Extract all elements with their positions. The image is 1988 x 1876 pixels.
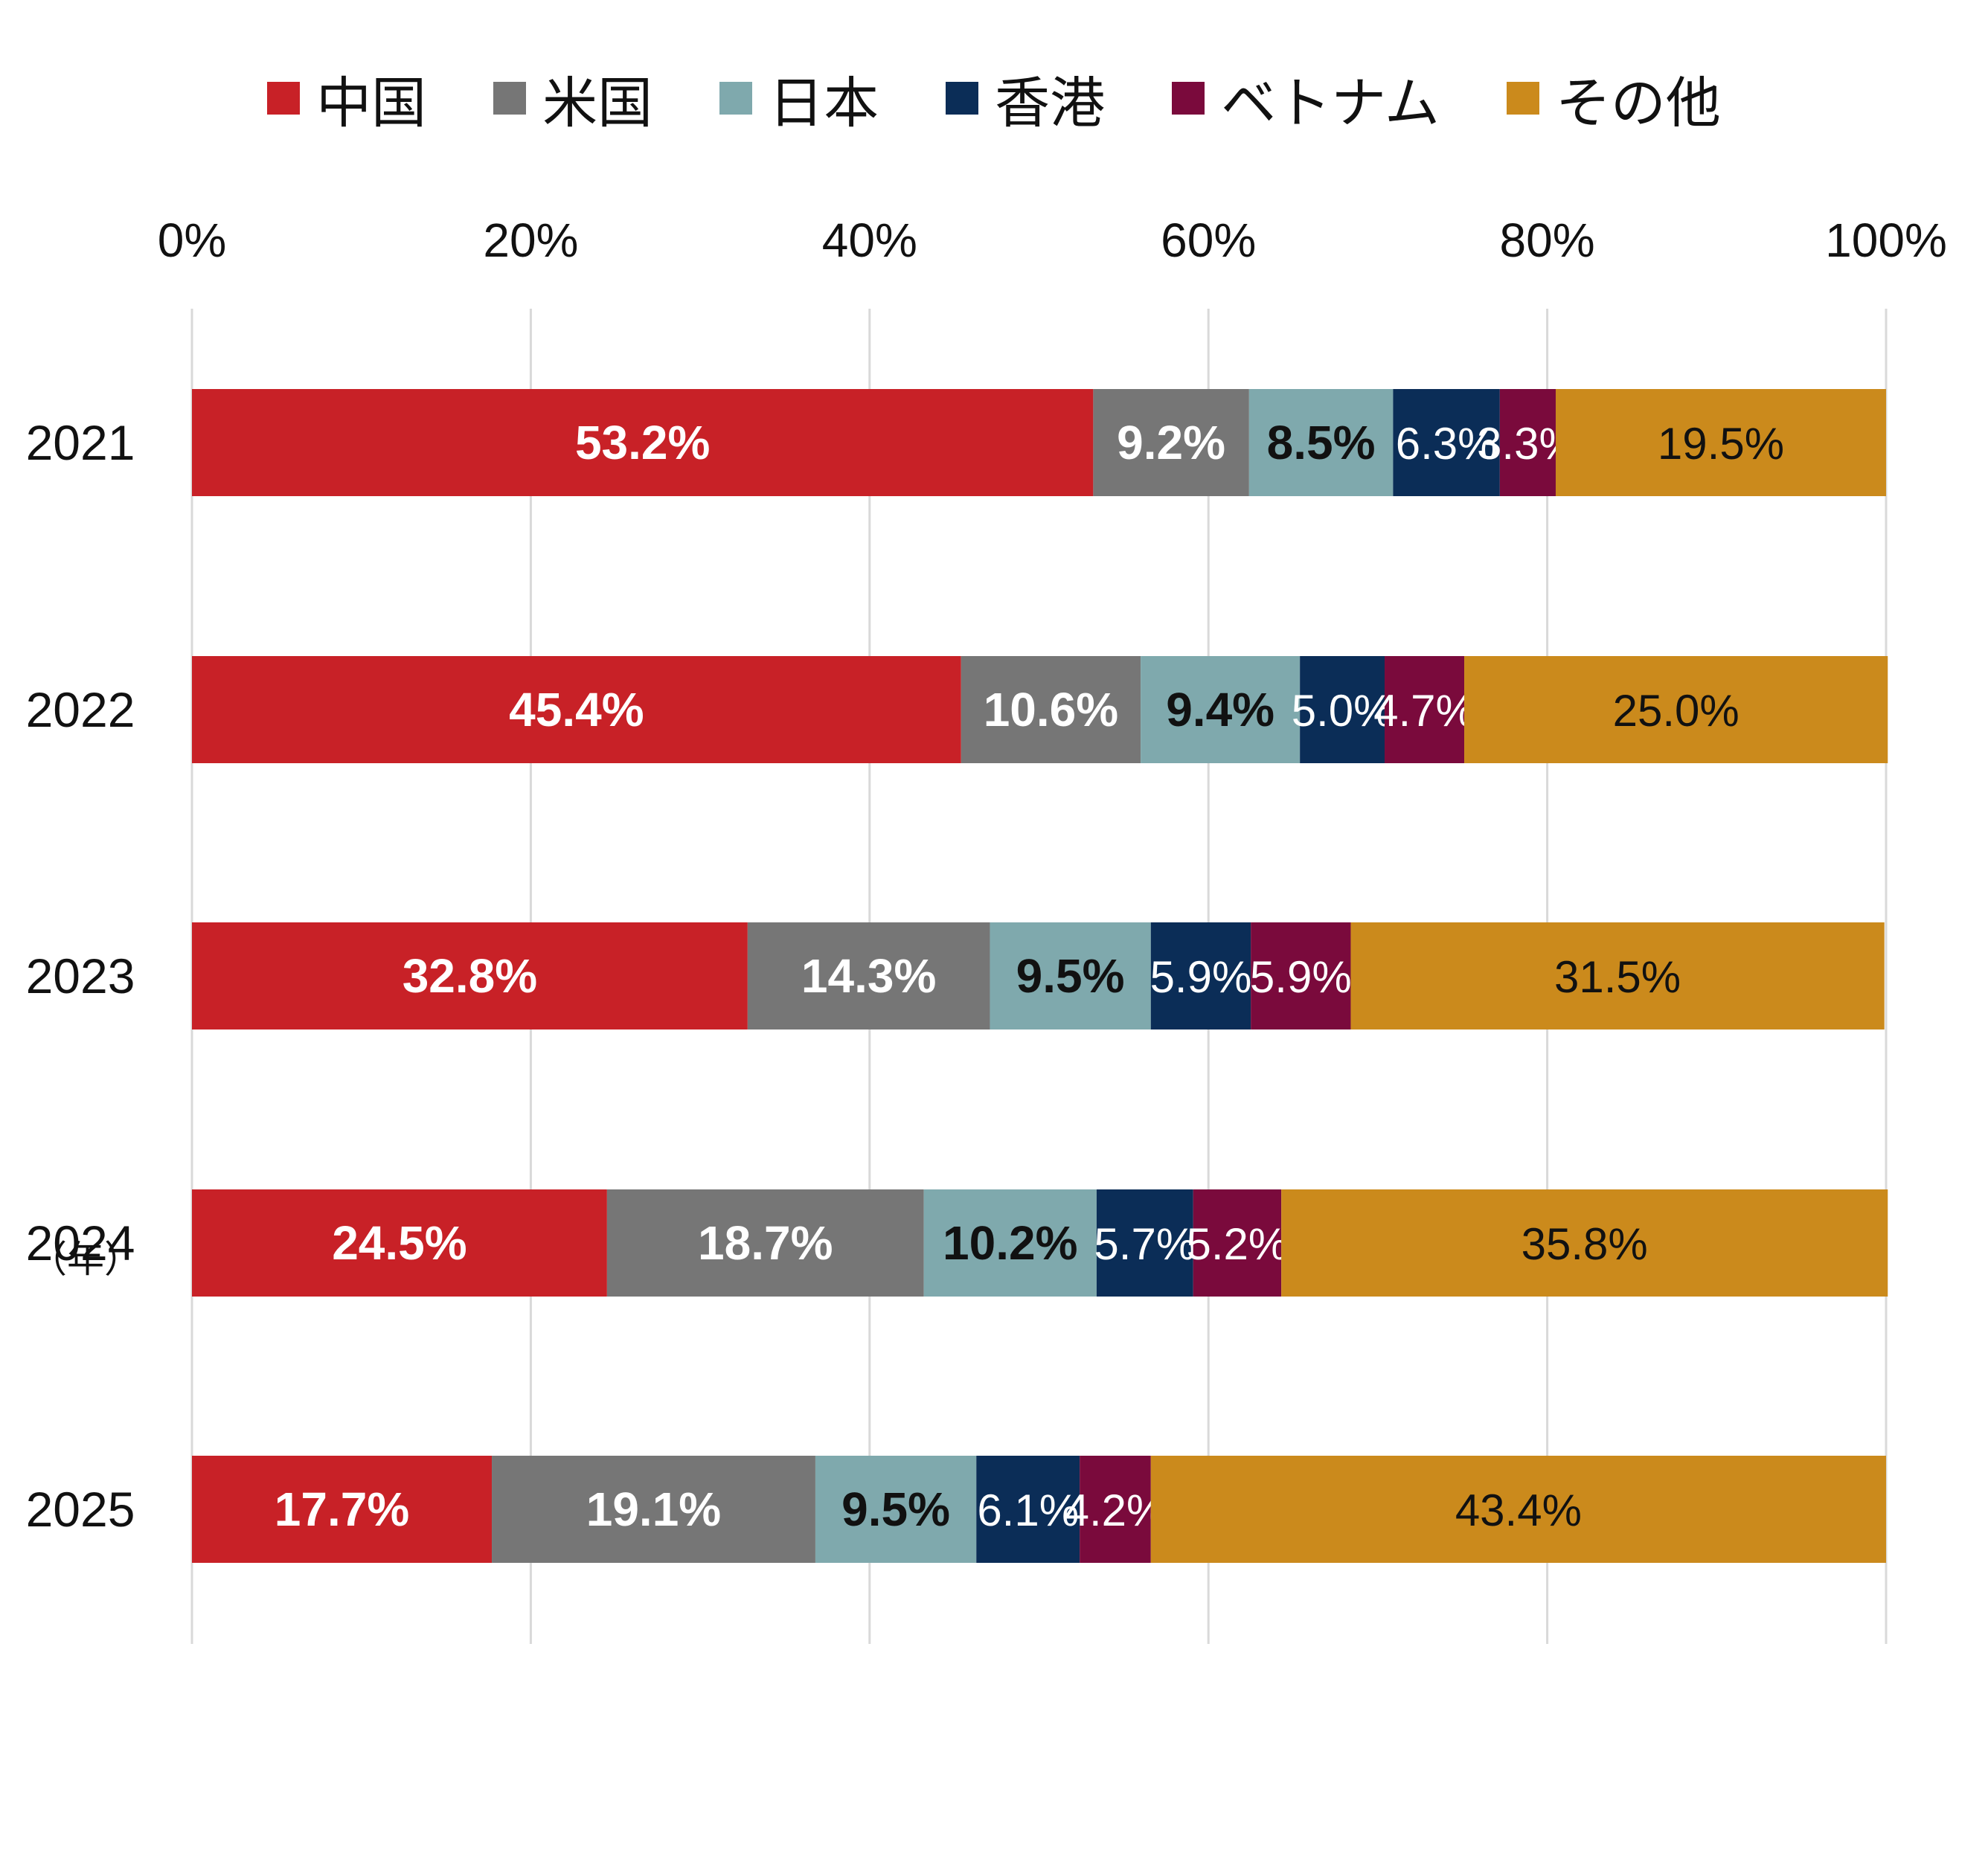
legend-swatch	[493, 82, 527, 115]
data-label: 24.5%	[332, 1216, 466, 1270]
bar-segment	[1499, 389, 1556, 496]
y-category-label: 2023	[26, 948, 135, 1003]
data-label: 5.9%	[1150, 952, 1252, 1002]
data-label: 4.2%	[1065, 1485, 1167, 1535]
data-label: 19.5%	[1658, 419, 1784, 469]
legend-swatch	[719, 82, 753, 115]
bar-segment	[1150, 922, 1251, 1029]
bar-segment	[976, 1456, 1080, 1563]
legend-item: その他	[1506, 59, 1721, 138]
bar-segment	[1350, 922, 1885, 1029]
bar-segment	[606, 1189, 924, 1297]
bar-segment	[747, 922, 990, 1029]
bar-segment	[1464, 656, 1888, 763]
legend-label: 米国	[542, 71, 653, 135]
legend-item: ベトナム	[1172, 59, 1440, 138]
data-label: 5.0%	[1292, 686, 1394, 736]
data-label: 6.1%	[977, 1485, 1079, 1535]
data-label: 9.4%	[1166, 683, 1274, 736]
bar-segment	[192, 922, 748, 1029]
data-label: 25.0%	[1613, 686, 1740, 736]
bar-segment	[1080, 1456, 1151, 1563]
y-category-label: 2022	[26, 682, 135, 737]
bar-segment	[1385, 656, 1465, 763]
y-category-label: 2021	[26, 415, 135, 470]
data-label: 6.3%	[1396, 419, 1498, 469]
bar-segment	[492, 1456, 815, 1563]
data-label: 9.2%	[1117, 416, 1225, 469]
data-label: 35.8%	[1522, 1219, 1648, 1269]
legend-label: 中国	[316, 71, 427, 135]
y-axis-unit-label: （年）	[30, 1238, 141, 1281]
chart-legend: 中国 米国 日本 香港 ベトナム その他	[0, 54, 1988, 143]
legend-label: ベトナム	[1221, 71, 1440, 135]
data-label: 5.7%	[1094, 1219, 1196, 1269]
legend-swatch	[946, 82, 979, 115]
bar-segment	[1141, 656, 1301, 763]
bar-segment	[192, 1189, 607, 1297]
y-axis-categories: 2021 2022 2023 2024 2025	[26, 415, 135, 1537]
data-label: 5.9%	[1250, 952, 1352, 1002]
x-tick-label: 40%	[822, 213, 917, 267]
data-label: 4.7%	[1373, 686, 1475, 736]
legend-swatch	[267, 82, 301, 115]
legend-swatch	[1172, 82, 1205, 115]
x-tick-label: 80%	[1500, 213, 1595, 267]
x-tick-label: 0%	[158, 213, 227, 267]
x-axis-ticks: 0% 20% 40% 60% 80% 100%	[158, 213, 1947, 267]
data-label: 17.7%	[275, 1483, 409, 1536]
bar-segment	[1150, 1456, 1886, 1563]
bars: 53.2% 9.2% 8.5% 6.3%3.3% 19.5%45.4% 10.6% 9.4%…	[192, 389, 1888, 1563]
data-label: 8.5%	[1267, 416, 1376, 469]
legend-swatch	[1506, 82, 1539, 115]
data-label: 14.3%	[801, 949, 936, 1003]
bar-segment	[1096, 1189, 1193, 1297]
data-label: 53.2%	[575, 416, 710, 469]
legend-label: 日本	[769, 71, 879, 135]
bar-segment	[961, 656, 1141, 763]
bar-segment	[815, 1456, 977, 1563]
bar-segment	[192, 1456, 493, 1563]
x-tick-label: 60%	[1161, 213, 1256, 267]
data-label: 9.5%	[1016, 949, 1125, 1003]
bar-segment	[1251, 922, 1351, 1029]
data-label: 43.4%	[1455, 1485, 1582, 1535]
bar-segment	[192, 389, 1094, 496]
legend-item: 香港	[946, 59, 1105, 138]
legend-label: その他	[1555, 71, 1721, 135]
bar-segment	[1248, 389, 1394, 496]
data-label: 5.2%	[1187, 1219, 1289, 1269]
x-tick-label: 100%	[1825, 213, 1947, 267]
bar-segment	[1393, 389, 1500, 496]
data-label: 10.2%	[943, 1216, 1077, 1270]
bar-segment	[1093, 389, 1249, 496]
data-label: 31.5%	[1554, 952, 1681, 1002]
data-label: 32.8%	[403, 949, 537, 1003]
bar-segment	[923, 1189, 1097, 1297]
bar-segment	[1281, 1189, 1888, 1297]
legend-label: 香港	[995, 71, 1106, 135]
data-label: 18.7%	[698, 1216, 833, 1270]
bar-segment	[1555, 389, 1886, 496]
data-label: 10.6%	[984, 683, 1118, 736]
y-category-label: 2025	[26, 1482, 135, 1537]
legend-item: 日本	[719, 59, 879, 138]
bar-segment	[1300, 656, 1385, 763]
data-label: 19.1%	[586, 1483, 721, 1536]
legend-item: 中国	[267, 59, 426, 138]
x-tick-label: 20%	[483, 213, 578, 267]
data-label: 9.5%	[841, 1483, 950, 1536]
bar-segment	[990, 922, 1151, 1029]
y-category-label: 2024	[26, 1215, 135, 1271]
bar-segment	[192, 656, 961, 763]
bar-segment	[1193, 1189, 1282, 1297]
legend-item: 米国	[493, 59, 652, 138]
data-label: 45.4%	[509, 683, 644, 736]
